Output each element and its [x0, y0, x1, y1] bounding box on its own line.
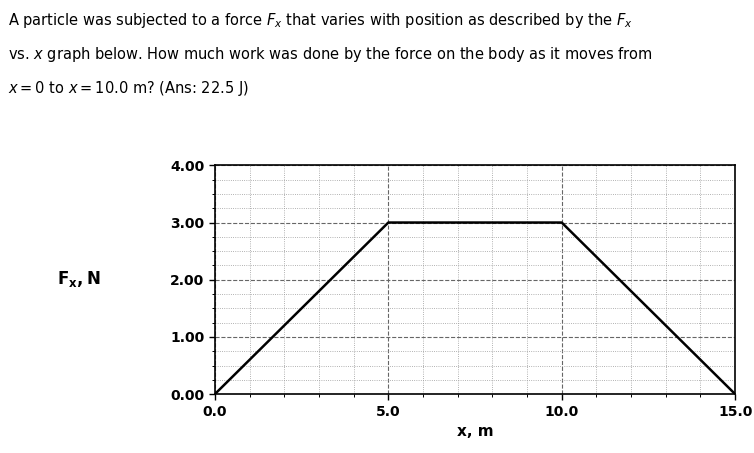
Text: vs. $x$ graph below. How much work was done by the force on the body as it moves: vs. $x$ graph below. How much work was d…: [8, 45, 652, 64]
X-axis label: x, m: x, m: [457, 424, 493, 439]
Text: A particle was subjected to a force $F_x$ that varies with position as described: A particle was subjected to a force $F_x…: [8, 11, 633, 30]
Text: $x = 0$ to $x = 10.0$ m? (Ans: 22.5 J): $x = 0$ to $x = 10.0$ m? (Ans: 22.5 J): [8, 79, 248, 98]
Text: $\mathbf{F_x}$$\mathbf{, N}$: $\mathbf{F_x}$$\mathbf{, N}$: [57, 269, 101, 289]
